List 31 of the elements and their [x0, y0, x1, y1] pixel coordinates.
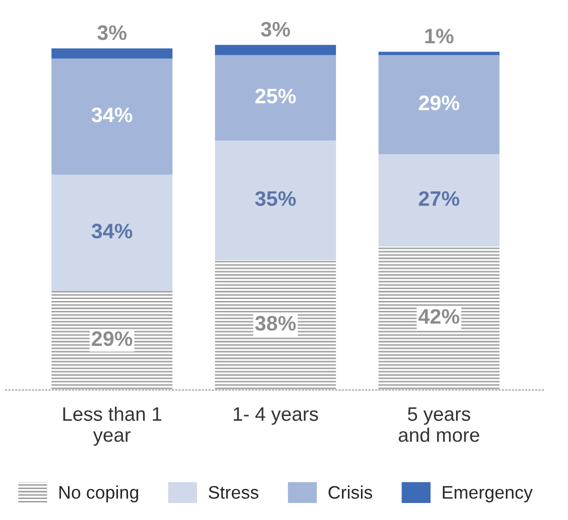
data-label: 1% — [425, 28, 454, 44]
bar — [214, 44, 336, 56]
data-label: 38% — [255, 316, 296, 331]
data-label: 42% — [418, 309, 460, 324]
data-label: 3% — [97, 25, 126, 40]
bar — [378, 52, 500, 56]
bar — [51, 174, 172, 291]
bar — [214, 260, 336, 390]
bar — [51, 48, 172, 59]
legend-label: Stress — [208, 486, 258, 499]
data-label: 29% — [418, 96, 460, 110]
legend-label: No coping — [59, 486, 138, 502]
data-label: 34% — [92, 224, 132, 238]
data-label: 3% — [260, 22, 290, 37]
bar — [378, 154, 500, 246]
data-label: 35% — [255, 191, 296, 206]
bar — [51, 290, 172, 390]
bar — [214, 140, 336, 260]
legend-label: Crisis — [328, 486, 372, 499]
legend-label: Emergency — [442, 486, 533, 502]
x-tick-label: 1- 4 years — [234, 407, 318, 425]
x-tick-label: 5 years and more — [398, 407, 480, 442]
x-tick-label: Less than 1 year — [63, 406, 162, 446]
data-label: 25% — [255, 88, 296, 104]
data-label: 34% — [92, 108, 132, 122]
bar — [378, 55, 500, 154]
data-label: 27% — [418, 191, 460, 206]
bar — [378, 246, 500, 390]
bar — [51, 58, 172, 175]
data-label: 29% — [92, 331, 132, 346]
bar — [214, 55, 336, 141]
